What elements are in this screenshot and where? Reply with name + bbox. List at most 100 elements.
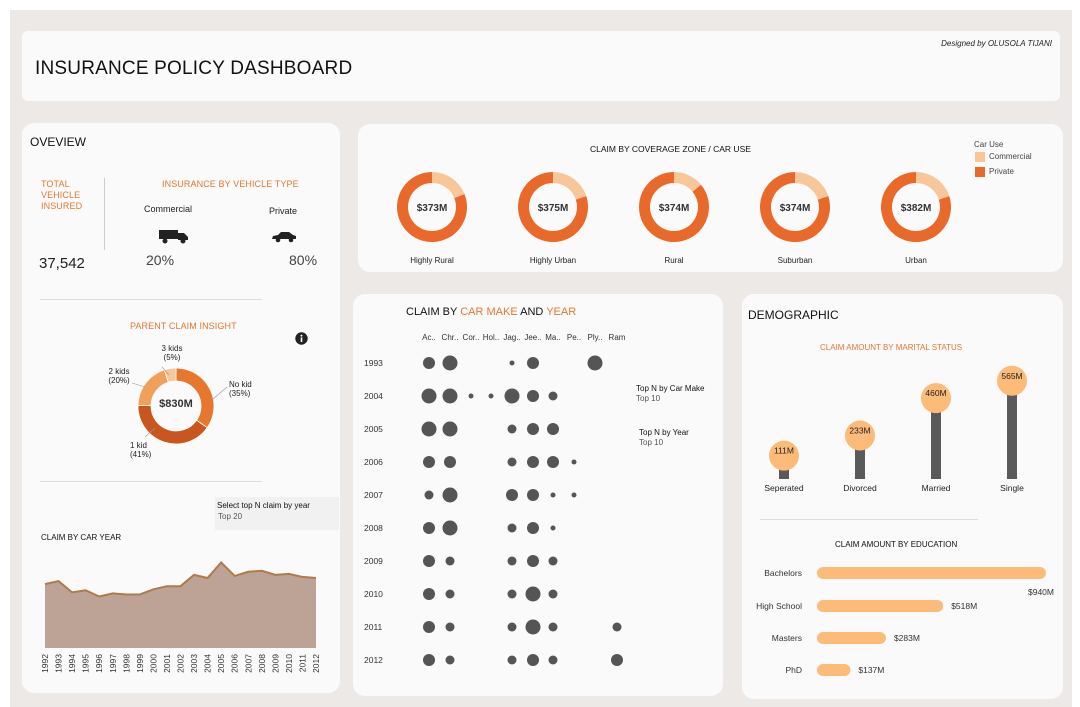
legend-swatch-private (975, 167, 985, 177)
zone-donut: $382M (881, 172, 951, 242)
car-year-title: CLAIM BY CAR YEAR (41, 533, 122, 542)
x-tick-label: 2009 (270, 654, 280, 673)
x-tick-label: 1998 (121, 654, 131, 673)
x-tick-label: 1995 (81, 654, 91, 673)
commercial-slice (674, 172, 701, 192)
zone-donut: $375M (518, 172, 588, 242)
education-value-label: $283M (894, 633, 920, 643)
marital-stem (931, 403, 941, 479)
x-tick-label: 2005 (216, 654, 226, 673)
demographic-card (742, 294, 1063, 699)
top-n-make-filter[interactable]: Top N by Car Make Top 10 (636, 384, 705, 403)
claim-dot (488, 393, 494, 399)
slice-label-2kids: 2 kids (20%) (108, 367, 130, 385)
x-tick-label: 1996 (94, 654, 104, 673)
info-icon[interactable] (295, 332, 308, 345)
row-label: 2011 (364, 622, 383, 632)
commercial-label: Commercial (144, 204, 193, 214)
parent-claim-total: $830M (159, 398, 193, 410)
demographic-title: DEMOGRAPHIC (748, 308, 839, 322)
claim-dot (527, 489, 539, 501)
column-label: Jee.. (524, 333, 541, 342)
header-card (22, 31, 1060, 101)
top-n-year-filter[interactable]: Select top N claim by year Top 20 (215, 497, 339, 530)
education-chart: Bachelors $940M High School $518M Masters $28… (756, 567, 1054, 676)
column-label: Ma.. (545, 333, 561, 342)
total-vehicle-value: 37,542 (39, 255, 85, 272)
zone-donut-label: Highly Urban (529, 256, 577, 265)
x-tick-label: 1993 (54, 654, 64, 673)
claim-dot (445, 622, 455, 632)
marital-bubble (921, 383, 951, 414)
private-slice (518, 172, 588, 242)
claim-dot (527, 357, 539, 369)
car-use-legend-title: Car Use (974, 140, 1004, 149)
claim-dot (527, 390, 539, 402)
row-label: 2004 (364, 391, 383, 401)
claim-dot (468, 393, 474, 399)
claim-dot (507, 589, 517, 599)
claim-dot (442, 421, 458, 437)
marital-category-label: Single (1000, 483, 1024, 493)
x-tick-label: 2010 (284, 654, 294, 673)
x-tick-label: 2008 (257, 654, 267, 673)
slice-label-1kid: 1 kid (41%) (130, 441, 152, 459)
row-label: 2006 (364, 457, 383, 467)
row-label: 2009 (364, 556, 383, 566)
x-tick-label: 2011 (297, 654, 307, 673)
row-label: 2010 (364, 589, 383, 599)
claim-dot (548, 622, 558, 632)
vehicle-type-title: INSURANCE BY VEHICLE TYPE (162, 179, 299, 189)
marital-stem (1007, 385, 1017, 479)
claim-dot (442, 487, 458, 503)
zone-donut: $373M (397, 172, 467, 242)
divider (40, 481, 262, 482)
zone-donut-label: Rural (664, 256, 684, 265)
zone-donut-value: $374M (659, 203, 690, 214)
x-tick-label: 2003 (189, 654, 199, 673)
column-label: Chr.. (442, 333, 459, 342)
marital-category-label: Married (922, 483, 951, 493)
marital-value-label: 111M (774, 446, 794, 456)
top-n-year-make-filter[interactable]: Top N by Year Top 10 (639, 428, 689, 447)
marital-bubble (845, 420, 875, 451)
claim-dot (548, 391, 558, 401)
commercial-pct: 20% (146, 252, 175, 268)
marital-stem (855, 440, 865, 479)
claim-dot (423, 654, 435, 666)
marital-title: CLAIM AMOUNT BY MARITAL STATUS (820, 343, 963, 352)
zone-donut-value: $374M (780, 203, 811, 214)
claim-dot (445, 589, 455, 599)
claim-dot (507, 424, 517, 434)
column-label: Jag.. (503, 333, 520, 342)
parent-claim-donut (137, 367, 215, 445)
claim-dot (527, 522, 539, 534)
claim-dot (548, 589, 558, 599)
claim-dot (611, 654, 623, 666)
claim-dot (442, 355, 458, 371)
claim-dot (423, 621, 435, 633)
overview-title: OVEVIEW (30, 135, 87, 149)
claim-dot (527, 555, 539, 567)
education-category-label: PhD (785, 665, 802, 675)
legend-swatch-commercial (975, 152, 985, 162)
claim-dot (421, 421, 437, 437)
x-tick-label: 2000 (148, 654, 158, 673)
claim-dot (442, 520, 458, 536)
slice-leader-lines (131, 366, 228, 438)
slice-label-nokid: No kid (35%) (229, 380, 252, 398)
row-label: 2008 (364, 523, 383, 533)
x-tick-label: 1992 (40, 654, 50, 673)
claim-dot (509, 360, 515, 366)
slice-label-3kids: 3 kids (5%) (161, 344, 183, 362)
column-label: Ply.. (588, 333, 603, 342)
x-tick-label: 1997 (108, 654, 118, 673)
claim-dot (423, 357, 435, 369)
truck-icon (159, 230, 188, 244)
marital-value-label: 233M (849, 426, 870, 436)
divider (760, 519, 978, 520)
claim-dot (547, 456, 559, 468)
legend-item-private: Private (975, 167, 1014, 177)
commercial-slice (553, 172, 587, 200)
claim-dot (506, 489, 518, 501)
